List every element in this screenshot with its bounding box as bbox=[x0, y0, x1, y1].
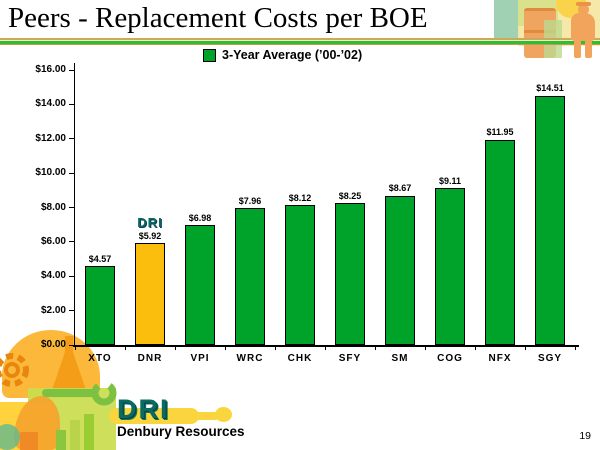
bar-value-label: $9.11 bbox=[438, 175, 462, 186]
page-title: Peers - Replacement Costs per BOE bbox=[8, 2, 428, 34]
y-axis-tick-label: $0.00 bbox=[40, 339, 66, 350]
y-axis-tick-label: $10.00 bbox=[35, 167, 66, 179]
page-number: 19 bbox=[579, 430, 591, 442]
y-axis-tick bbox=[69, 138, 75, 140]
wrench-icon bbox=[42, 380, 117, 406]
bar-value-label: $8.25 bbox=[338, 190, 362, 201]
x-axis-category-label: NFX bbox=[488, 353, 512, 364]
title-rule-cream bbox=[0, 40, 600, 41]
y-axis-tick bbox=[69, 69, 75, 71]
chart-legend: 3-Year Average (’00-’02) bbox=[203, 48, 362, 62]
bar-VPI bbox=[185, 225, 215, 345]
x-axis-tick bbox=[175, 346, 176, 350]
bar-value-label: $7.96 bbox=[238, 195, 262, 206]
worker-hardhat-icon bbox=[576, 2, 591, 6]
bar-value-label: $6.98 bbox=[188, 212, 212, 223]
x-axis-category-label: COG bbox=[437, 353, 463, 364]
title-rule-gold-top bbox=[0, 38, 600, 40]
x-axis-tick bbox=[425, 346, 426, 350]
x-axis-category-label: WRC bbox=[236, 353, 264, 364]
y-axis-tick-label: $2.00 bbox=[40, 304, 66, 316]
x-axis-tick bbox=[275, 346, 276, 350]
bar-SFY bbox=[335, 203, 365, 345]
bar-NFX bbox=[485, 139, 515, 345]
gear-icon bbox=[0, 353, 29, 387]
y-axis-tick bbox=[69, 275, 75, 277]
bar-CHK bbox=[285, 205, 315, 345]
logo-dri-text: DRI bbox=[117, 394, 170, 424]
bar-value-label: $8.12 bbox=[288, 192, 312, 203]
x-axis-category-label: SM bbox=[391, 353, 409, 364]
x-axis-tick bbox=[125, 346, 126, 350]
y-axis-tick bbox=[69, 310, 75, 312]
y-axis-line bbox=[73, 63, 75, 347]
bar-value-label: $5.92 bbox=[138, 230, 162, 241]
y-axis-tick-label: $4.00 bbox=[40, 270, 66, 282]
dri-highlight-marker: DRI bbox=[137, 215, 163, 231]
bar-value-label: $11.95 bbox=[486, 127, 514, 138]
x-axis-tick bbox=[475, 346, 476, 350]
bar-value-label: $8.67 bbox=[388, 183, 412, 194]
y-axis-tick-label: $12.00 bbox=[35, 132, 66, 144]
x-axis-tick bbox=[575, 346, 576, 350]
worker-silhouette-head-icon bbox=[578, 4, 589, 15]
y-axis-tick bbox=[69, 172, 75, 174]
bar-COG bbox=[435, 188, 465, 345]
bar-value-label: $14.51 bbox=[536, 83, 564, 94]
worker-silhouette-leg-icon bbox=[574, 40, 581, 58]
y-axis-tick bbox=[69, 103, 75, 105]
x-axis-line bbox=[73, 345, 579, 347]
x-axis-tick bbox=[75, 346, 76, 350]
x-axis-category-label: DNR bbox=[137, 353, 163, 364]
x-axis-category-label: CHK bbox=[287, 353, 313, 364]
bar-SM bbox=[385, 195, 415, 345]
y-axis-tick-label: $14.00 bbox=[35, 98, 66, 110]
decor-teal-block bbox=[494, 0, 520, 40]
legend-label: 3-Year Average (’00-’02) bbox=[222, 48, 363, 62]
x-axis-category-label: SFY bbox=[338, 353, 362, 364]
y-axis-tick bbox=[69, 344, 75, 346]
y-axis-tick-label: $16.00 bbox=[35, 64, 66, 75]
worker-silhouette-leg-icon bbox=[585, 40, 592, 58]
title-rule-gold-bottom bbox=[0, 44, 600, 45]
legend-swatch-icon bbox=[203, 48, 216, 62]
bar-WRC bbox=[235, 208, 265, 345]
mini-bar-icon bbox=[70, 420, 80, 450]
x-axis-tick bbox=[225, 346, 226, 350]
decor-teal-circle-icon bbox=[0, 424, 20, 450]
logo-swoosh-icon bbox=[109, 408, 199, 424]
bar-XTO bbox=[85, 266, 115, 345]
title-rule-green bbox=[0, 41, 600, 44]
y-axis-tick bbox=[69, 241, 75, 243]
company-logo: DRI Denbury Resources bbox=[105, 394, 315, 448]
company-name: Denbury Resources bbox=[117, 424, 245, 439]
bar-SGY bbox=[535, 95, 565, 345]
y-axis-tick bbox=[69, 207, 75, 208]
logo-swoosh-icon bbox=[215, 407, 232, 422]
worker-silhouette-body-icon bbox=[571, 13, 595, 41]
mini-bar-icon bbox=[56, 430, 66, 450]
x-axis-tick bbox=[525, 346, 526, 350]
x-axis-category-label: VPI bbox=[190, 353, 210, 364]
bar-DNR bbox=[135, 243, 165, 345]
y-axis-tick-label: $8.00 bbox=[40, 201, 66, 213]
x-axis-tick bbox=[325, 346, 326, 350]
x-axis-category-label: XTO bbox=[88, 353, 112, 364]
y-axis-tick-label: $6.00 bbox=[40, 235, 66, 247]
x-axis-tick bbox=[375, 346, 376, 350]
logo-swoosh-icon bbox=[189, 412, 219, 420]
decor-orange-square bbox=[20, 432, 38, 450]
bar-value-label: $4.57 bbox=[88, 253, 112, 264]
x-axis-category-label: SGY bbox=[537, 353, 563, 364]
mini-bar-icon bbox=[84, 414, 94, 450]
